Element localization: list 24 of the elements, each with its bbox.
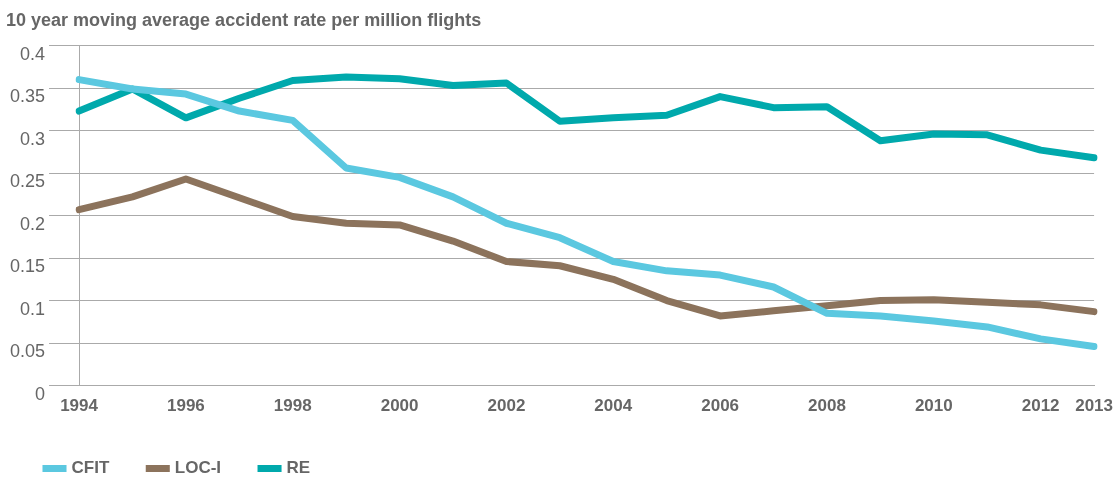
y-tick-label: 0 bbox=[35, 383, 46, 404]
x-tick-label: 2012 bbox=[1021, 396, 1060, 416]
x-tick-label: 2000 bbox=[380, 396, 419, 416]
y-tick-label: 0.1 bbox=[20, 298, 46, 319]
y-tick-label: 0.2 bbox=[20, 213, 46, 234]
x-tick-label: 2002 bbox=[487, 396, 526, 416]
legend-label: LOC-I bbox=[174, 458, 222, 478]
x-tick-label: 2006 bbox=[701, 396, 740, 416]
y-tick-label: 0.3 bbox=[20, 128, 46, 149]
y-tick-label: 0.05 bbox=[9, 341, 46, 362]
y-tick-label: 0.35 bbox=[9, 86, 46, 107]
x-tick-label: 1998 bbox=[273, 396, 312, 416]
x-tick-label: 2013 bbox=[1075, 396, 1113, 416]
x-tick-label: 2010 bbox=[914, 396, 953, 416]
legend-label: CFIT bbox=[71, 458, 110, 478]
x-tick-label: 1996 bbox=[166, 396, 205, 416]
y-tick-label: 0.4 bbox=[20, 43, 46, 64]
chart-title: 10 year moving average accident rate per million flights bbox=[6, 9, 482, 30]
y-tick-label: 0.15 bbox=[9, 256, 46, 277]
x-tick-label: 2004 bbox=[594, 396, 633, 416]
y-tick-label: 0.25 bbox=[9, 171, 46, 192]
legend-label: RE bbox=[286, 458, 311, 478]
x-tick-label: 2008 bbox=[808, 396, 846, 416]
x-tick-label: 1994 bbox=[60, 396, 99, 416]
